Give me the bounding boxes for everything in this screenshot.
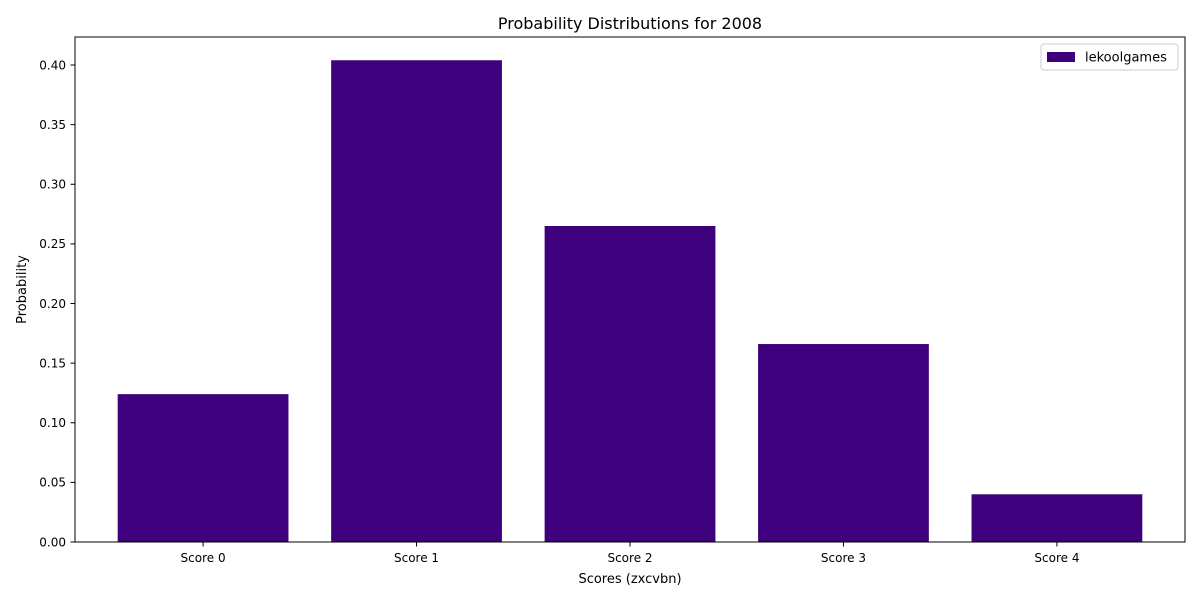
y-tick-label: 0.05 xyxy=(39,476,66,490)
y-tick-label: 0.20 xyxy=(39,297,66,311)
bar-score-4 xyxy=(971,494,1143,542)
bars-group xyxy=(117,60,1143,542)
legend-swatch xyxy=(1047,52,1075,62)
bar-score-0 xyxy=(117,394,289,542)
bar-score-3 xyxy=(758,344,929,542)
x-tick-label: Score 2 xyxy=(607,551,652,565)
y-tick-label: 0.40 xyxy=(39,58,66,72)
legend-box xyxy=(1040,43,1179,71)
bar-score-2 xyxy=(544,226,716,542)
x-axis: Score 0 Score 1 Score 2 Score 3 Score 4 xyxy=(181,542,1079,565)
legend-label: lekoolgames xyxy=(1085,51,1167,66)
x-tick-label: Score 1 xyxy=(394,551,439,565)
x-axis-label: Scores (zxcvbn) xyxy=(578,572,681,587)
bar-score-1 xyxy=(331,60,502,542)
y-tick-label: 0.25 xyxy=(39,237,66,251)
x-tick-label: Score 0 xyxy=(181,551,226,565)
x-tick-label: Score 4 xyxy=(1034,551,1079,565)
y-tick-label: 0.30 xyxy=(39,178,66,192)
legend: lekoolgames xyxy=(1040,43,1179,71)
y-axis: 0.00 0.05 0.10 0.15 0.20 0.25 0.30 0.35 0.40 xyxy=(39,58,75,549)
y-tick-label: 0.35 xyxy=(39,118,66,132)
y-tick-label: 0.10 xyxy=(39,416,66,430)
y-tick-label: 0.15 xyxy=(39,356,66,370)
y-axis-label: Probability xyxy=(15,255,30,324)
chart-title: Probability Distributions for 2008 xyxy=(498,14,762,33)
y-tick-label: 0.00 xyxy=(39,535,66,549)
x-tick-label: Score 3 xyxy=(821,551,866,565)
